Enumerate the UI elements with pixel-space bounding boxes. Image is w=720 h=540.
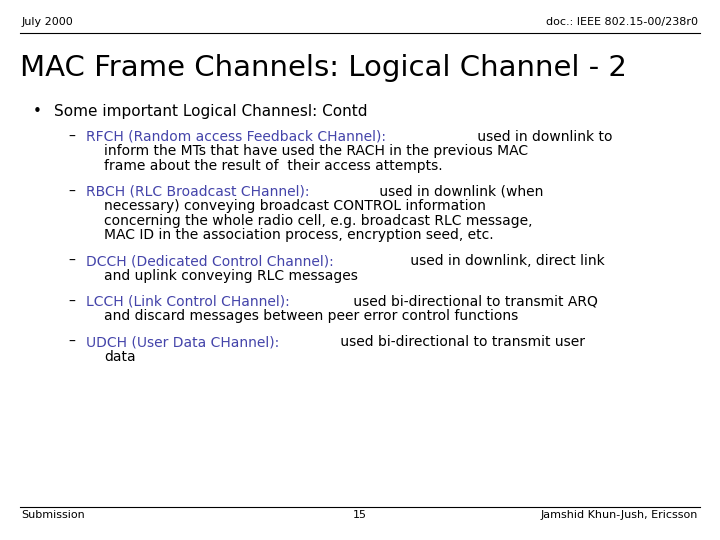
Text: –: – — [68, 185, 76, 199]
Text: necessary) conveying broadcast CONTROL information: necessary) conveying broadcast CONTROL i… — [104, 199, 486, 213]
Text: used in downlink (when: used in downlink (when — [375, 185, 543, 199]
Text: UDCH (User Data CHannel):: UDCH (User Data CHannel): — [86, 335, 279, 349]
Text: 15: 15 — [353, 510, 367, 521]
Text: –: – — [68, 130, 76, 144]
Text: and discard messages between peer error control functions: and discard messages between peer error … — [104, 309, 518, 323]
Text: used bi-directional to transmit user: used bi-directional to transmit user — [336, 335, 585, 349]
Text: used in downlink, direct link: used in downlink, direct link — [406, 254, 605, 268]
Text: –: – — [68, 335, 76, 349]
Text: –: – — [68, 295, 76, 309]
Text: used in downlink to: used in downlink to — [474, 130, 613, 144]
Text: Submission: Submission — [22, 510, 86, 521]
Text: Some important Logical Channesl: Contd: Some important Logical Channesl: Contd — [54, 104, 367, 119]
Text: frame about the result of  their access attempts.: frame about the result of their access a… — [104, 159, 443, 173]
Text: RBCH (RLC Broadcast CHannel):: RBCH (RLC Broadcast CHannel): — [86, 185, 310, 199]
Text: Jamshid Khun-Jush, Ericsson: Jamshid Khun-Jush, Ericsson — [541, 510, 698, 521]
Text: •: • — [32, 104, 41, 119]
Text: –: – — [68, 254, 76, 268]
Text: RFCH (Random access Feedback CHannel):: RFCH (Random access Feedback CHannel): — [86, 130, 387, 144]
Text: MAC Frame Channels: Logical Channel - 2: MAC Frame Channels: Logical Channel - 2 — [20, 54, 627, 82]
Text: July 2000: July 2000 — [22, 17, 73, 27]
Text: DCCH (Dedicated Control Channel):: DCCH (Dedicated Control Channel): — [86, 254, 334, 268]
Text: LCCH (Link Control CHannel):: LCCH (Link Control CHannel): — [86, 295, 290, 309]
Text: MAC ID in the association process, encryption seed, etc.: MAC ID in the association process, encry… — [104, 228, 494, 242]
Text: concerning the whole radio cell, e.g. broadcast RLC message,: concerning the whole radio cell, e.g. br… — [104, 214, 533, 228]
Text: and uplink conveying RLC messages: and uplink conveying RLC messages — [104, 269, 359, 283]
Text: used bi-directional to transmit ARQ: used bi-directional to transmit ARQ — [349, 295, 598, 309]
Text: inform the MTs that have used the RACH in the previous MAC: inform the MTs that have used the RACH i… — [104, 144, 528, 158]
Text: data: data — [104, 350, 136, 364]
Text: doc.: IEEE 802.15-00/238r0: doc.: IEEE 802.15-00/238r0 — [546, 17, 698, 27]
